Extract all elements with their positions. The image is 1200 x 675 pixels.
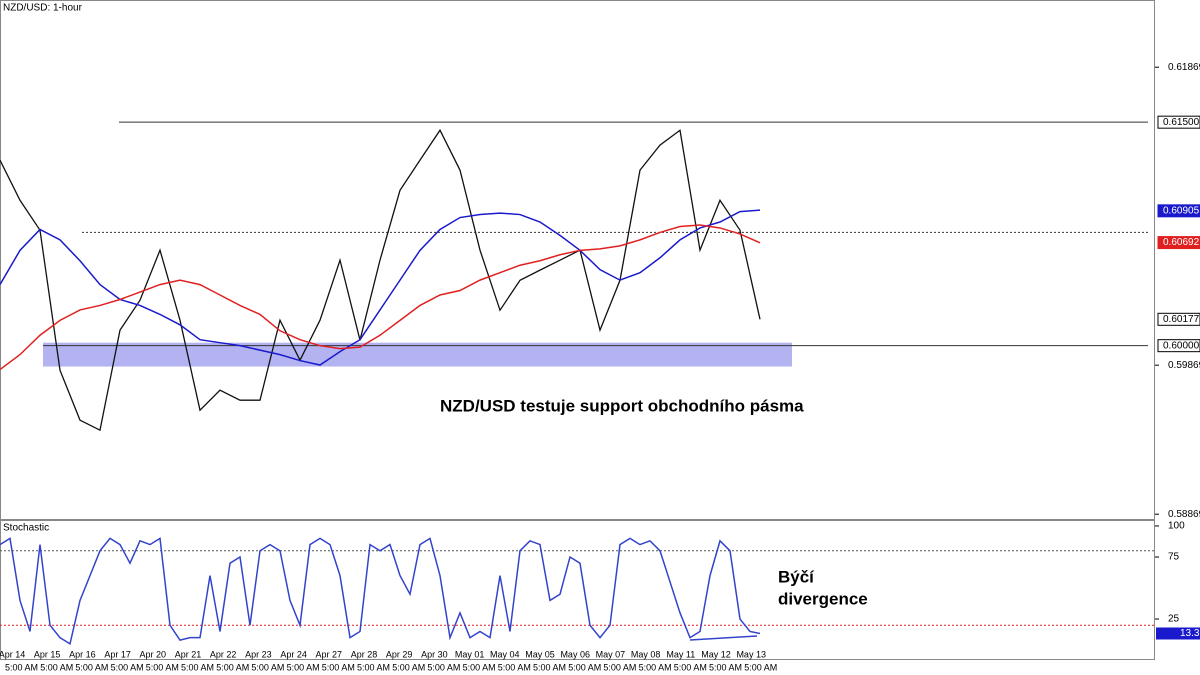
series-line (0, 209, 761, 366)
annotation: Býčí (778, 567, 815, 586)
x-tick-label: Apr 22 (210, 649, 237, 659)
y-tick-label: 25 (1168, 614, 1180, 625)
current-value-box (1156, 627, 1200, 640)
x-tick-label: 5:00 AM (5, 662, 38, 672)
annotation: divergence (778, 589, 868, 608)
x-tick-label: 5:00 AM (40, 662, 73, 672)
x-tick-label: Apr 28 (351, 649, 378, 659)
x-tick-label: Apr 16 (69, 649, 96, 659)
price-label-box (1157, 236, 1200, 250)
support-zone (43, 342, 792, 367)
x-tick-label: Apr 24 (280, 649, 307, 659)
x-tick-label: Apr 23 (245, 649, 272, 659)
x-tick-label: 5:00 AM (427, 662, 460, 672)
price-label-box (1157, 339, 1200, 353)
x-tick-label: 5:00 AM (709, 662, 742, 672)
divergence-line (689, 635, 758, 641)
x-tick-label: 5:00 AM (75, 662, 108, 672)
x-tick-label: 5:00 AM (603, 662, 636, 672)
price-label: 0.60000 (1163, 340, 1200, 351)
series-line (0, 224, 761, 371)
series-line (0, 537, 761, 646)
main-pane (0, 0, 1155, 520)
x-tick-label: May 12 (701, 649, 731, 659)
x-tick-label: Apr 27 (316, 649, 343, 659)
x-tick-label: 5:00 AM (181, 662, 214, 672)
x-tick-label: Apr 17 (104, 649, 131, 659)
x-tick-label: Apr 14 (0, 649, 25, 659)
x-tick-label: May 11 (666, 649, 695, 659)
price-label: 0.60905 (1163, 205, 1200, 216)
series-line (0, 128, 761, 432)
y-tick-label: 100 (1168, 521, 1185, 532)
price-label: 0.61500 (1163, 117, 1200, 128)
chart-title: NZD/USD: 1-hour (3, 3, 83, 14)
x-tick-label: 5:00 AM (322, 662, 355, 672)
price-label-box (1157, 204, 1200, 218)
stochastic-pane (0, 520, 1155, 660)
x-tick-label: May 01 (455, 649, 485, 659)
price-label: 0.60177 (1163, 314, 1200, 325)
price-label-box (1157, 312, 1200, 326)
price-label-box (1157, 115, 1200, 129)
x-tick-label: 5:00 AM (111, 662, 144, 672)
x-tick-label: 5:00 AM (251, 662, 284, 672)
y-tick-label: 75 (1168, 552, 1180, 563)
current-value-label: 13.36 (1180, 628, 1200, 639)
y-tick-label: 0.61869 (1168, 62, 1200, 73)
x-tick-label: May 08 (631, 649, 661, 659)
x-tick-label: 5:00 AM (216, 662, 249, 672)
x-tick-label: Apr 30 (421, 649, 448, 659)
x-tick-label: 5:00 AM (287, 662, 320, 672)
y-tick-label: 0.58869 (1168, 509, 1200, 520)
x-tick-label: May 04 (490, 649, 520, 659)
x-tick-label: 5:00 AM (744, 662, 777, 672)
x-tick-label: May 13 (736, 649, 766, 659)
x-tick-label: 5:00 AM (498, 662, 531, 672)
y-tick-label: 0.59869 (1168, 360, 1200, 371)
x-tick-label: 5:00 AM (146, 662, 179, 672)
x-tick-label: Apr 15 (34, 649, 61, 659)
price-label: 0.60692 (1163, 237, 1200, 248)
x-tick-label: 5:00 AM (392, 662, 425, 672)
x-tick-label: 5:00 AM (357, 662, 390, 672)
x-tick-label: May 07 (596, 649, 626, 659)
x-tick-label: Apr 20 (140, 649, 167, 659)
annotation: NZD/USD testuje support obchodního pásma (440, 396, 804, 415)
x-tick-label: Apr 21 (175, 649, 202, 659)
x-tick-label: May 05 (525, 649, 555, 659)
x-tick-label: 5:00 AM (463, 662, 496, 672)
x-tick-label: 5:00 AM (533, 662, 566, 672)
x-tick-label: Apr 29 (386, 649, 413, 659)
x-tick-label: May 06 (560, 649, 590, 659)
x-tick-label: 5:00 AM (674, 662, 707, 672)
x-tick-label: 5:00 AM (639, 662, 672, 672)
x-tick-label: 5:00 AM (568, 662, 601, 672)
pane-title: Stochastic (3, 523, 49, 534)
